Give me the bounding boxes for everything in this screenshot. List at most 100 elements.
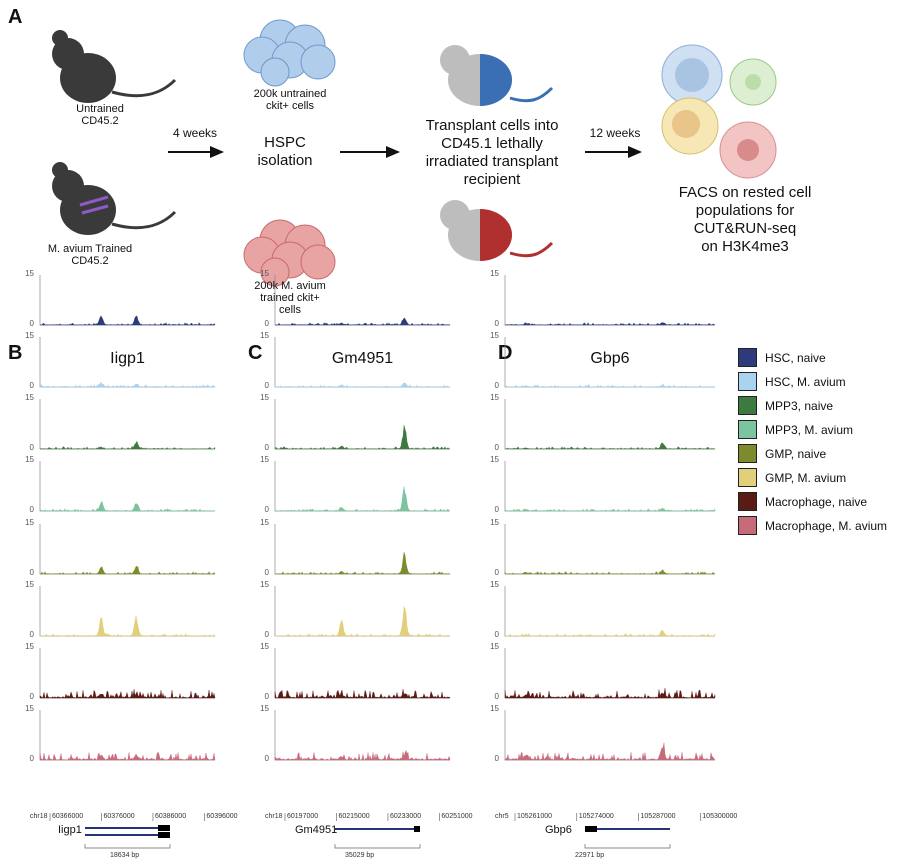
signal-track — [504, 507, 716, 512]
track-min-label: 0 — [29, 381, 34, 390]
coordinate-tick: 60251000 — [441, 813, 473, 820]
gene-model-label: Gbp6 — [545, 824, 572, 836]
legend-label: GMP, naive — [765, 446, 827, 461]
track-min-label: 0 — [29, 754, 34, 763]
track-axis — [39, 586, 215, 637]
legend-swatch — [738, 348, 757, 367]
track-max-label: 15 — [490, 269, 499, 278]
track-axis — [274, 524, 450, 575]
legend-swatch — [738, 420, 757, 439]
track-max-label: 15 — [490, 455, 499, 464]
track-min-label: 0 — [264, 319, 269, 328]
track-max-label: 15 — [260, 580, 269, 589]
track-axis — [504, 710, 715, 761]
track-axis — [274, 399, 450, 450]
legend-item: GMP, naive — [738, 444, 826, 463]
track-max-label: 15 — [260, 518, 269, 527]
track-max-label: 15 — [260, 393, 269, 402]
track-axis — [504, 648, 715, 699]
legend-label: HSC, M. avium — [765, 374, 846, 389]
track-max-label: 15 — [25, 269, 34, 278]
track-max-label: 15 — [25, 704, 34, 713]
gene-model — [84, 825, 171, 849]
track-min-label: 0 — [494, 443, 499, 452]
track-axis — [274, 275, 450, 326]
track-axis — [39, 461, 215, 512]
track-max-label: 15 — [260, 455, 269, 464]
schematic-graphics — [52, 19, 777, 287]
signal-track — [274, 552, 451, 575]
legend-label: HSC, naive — [765, 350, 826, 365]
coordinate-tick: 105300000 — [702, 813, 738, 820]
track-axis — [39, 524, 215, 575]
hspc-isolation-label: HSPC isolation — [257, 134, 313, 169]
track-min-label: 0 — [29, 630, 34, 639]
track-min-label: 0 — [264, 568, 269, 577]
coordinate-tick: 105287000 — [640, 813, 676, 820]
chromosome-label: chr18 — [265, 813, 283, 820]
track-axis — [274, 710, 450, 761]
untrained-mouse-icon — [52, 30, 177, 103]
legend-swatch — [738, 516, 757, 535]
track-axis — [39, 399, 215, 450]
track-min-label: 0 — [494, 505, 499, 514]
track-max-label: 15 — [490, 704, 499, 713]
signal-track — [274, 382, 451, 388]
signal-track — [39, 315, 216, 326]
gene-model-label: Gm4951 — [295, 824, 338, 836]
facs-label: FACS on rested cell populations for CUT&… — [678, 184, 812, 255]
track-axis — [504, 399, 715, 450]
track-min-label: 0 — [29, 568, 34, 577]
legend-label: MPP3, naive — [765, 398, 834, 413]
track-min-label: 0 — [494, 754, 499, 763]
untrained-cells-label: 200k untrained ckit+ cells — [253, 88, 327, 112]
scale-bar-label: 22971 bp — [575, 852, 605, 859]
signal-track — [39, 615, 216, 637]
weeks-label-2: 12 weeks — [589, 126, 641, 140]
coordinate-tick: 105261000 — [517, 813, 553, 820]
signal-track — [504, 442, 716, 450]
trained-cells-label: 200k M. avium trained ckit+ cells — [254, 280, 326, 316]
track-axis — [504, 461, 715, 512]
signal-track — [504, 569, 716, 575]
legend-label: Macrophage, naive — [765, 494, 868, 509]
scale-bar-label: 35029 bp — [345, 852, 375, 859]
track-min-label: 0 — [29, 692, 34, 701]
legend-label: GMP, M. avium — [765, 470, 847, 485]
track-max-label: 15 — [490, 580, 499, 589]
track-min-label: 0 — [494, 381, 499, 390]
track-axis — [274, 648, 450, 699]
gene-model — [584, 826, 671, 849]
track-axis — [39, 710, 215, 761]
track-max-label: 15 — [25, 393, 34, 402]
track-max-label: 15 — [490, 642, 499, 651]
track-min-label: 0 — [494, 319, 499, 328]
track-max-label: 15 — [260, 269, 269, 278]
untrained-mouse-label: Untrained CD45.2 — [76, 103, 124, 127]
signal-track — [39, 381, 216, 388]
signal-track — [274, 317, 451, 326]
signal-track — [504, 383, 716, 388]
track-axis — [274, 586, 450, 637]
coordinate-tick: 60233000 — [389, 813, 422, 820]
legend-swatch — [738, 492, 757, 511]
recipient-mouse-blue-icon — [440, 45, 554, 106]
trained-mouse-label: M. avium Trained CD45.2 — [47, 243, 133, 267]
track-max-label: 15 — [25, 642, 34, 651]
legend-item: MPP3, M. avium — [738, 420, 853, 439]
trained-mouse-icon — [52, 162, 177, 235]
gene-model-label: Iigp1 — [58, 824, 82, 836]
signal-track — [39, 751, 216, 761]
panel-label-c: C — [248, 342, 263, 364]
legend-item: HSC, naive — [738, 348, 826, 367]
signal-track — [274, 486, 451, 512]
track-min-label: 0 — [264, 692, 269, 701]
signal-track — [39, 500, 216, 512]
track-max-label: 15 — [260, 331, 269, 340]
signal-track — [39, 689, 216, 699]
coordinate-tick: 60366000 — [52, 813, 84, 820]
panel-label-a: A — [8, 6, 23, 28]
signal-track — [39, 440, 216, 450]
